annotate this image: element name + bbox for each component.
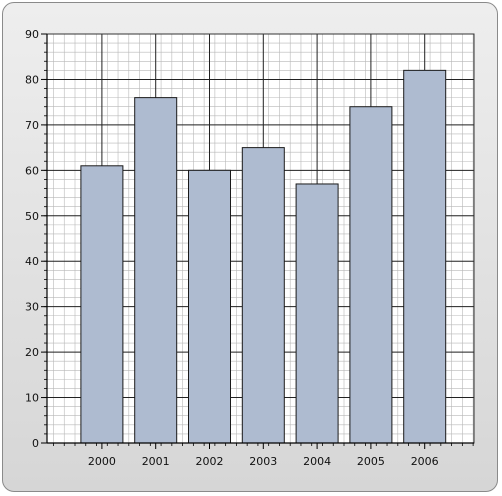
bar-2006 — [403, 69, 447, 444]
bar-2003 — [241, 147, 285, 444]
y-tick-label-10: 10 — [25, 392, 39, 405]
x-tick-label-2003: 2003 — [249, 455, 277, 468]
y-tick-label-20: 20 — [25, 346, 39, 359]
y-tick-label-50: 50 — [25, 210, 39, 223]
y-tick-label-60: 60 — [25, 164, 39, 177]
x-tick-label-2001: 2001 — [142, 455, 170, 468]
x-axis-ticks: 2000 2001 2002 2003 2004 2005 2006 — [53, 443, 474, 468]
x-tick-label-2006: 2006 — [411, 455, 439, 468]
y-tick-label-40: 40 — [25, 255, 39, 268]
x-tick-label-2002: 2002 — [196, 455, 224, 468]
y-axis-ticks: 0 10 20 30 40 50 60 70 80 90 — [25, 28, 47, 450]
bar-2001 — [134, 97, 178, 444]
bar-2005 — [349, 106, 393, 444]
x-tick-label-2004: 2004 — [303, 455, 331, 468]
x-tick-label-2005: 2005 — [357, 455, 385, 468]
y-tick-label-0: 0 — [32, 437, 39, 450]
bar-2002 — [188, 169, 231, 444]
y-tick-label-30: 30 — [25, 301, 39, 314]
bar-2004 — [295, 183, 339, 444]
y-tick-label-80: 80 — [25, 73, 39, 86]
y-tick-label-70: 70 — [25, 119, 39, 132]
bar-2000 — [80, 165, 124, 444]
y-tick-label-90: 90 — [25, 28, 39, 41]
x-tick-label-2000: 2000 — [88, 455, 116, 468]
